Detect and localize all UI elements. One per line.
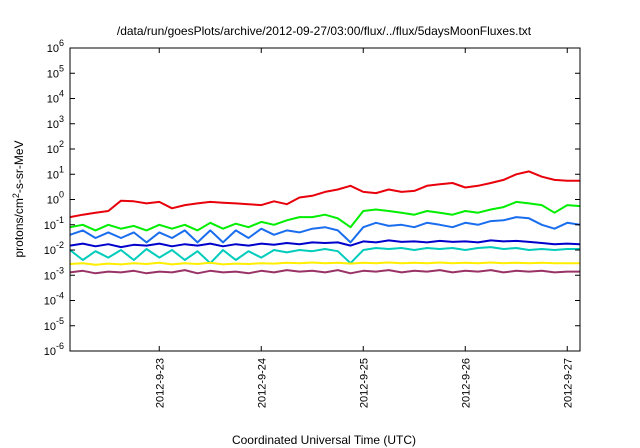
series-line-4 [69, 239, 581, 249]
y-tick-label: 10-2 [44, 240, 64, 257]
series-line-6 [69, 261, 580, 266]
y-tick-label: 10-6 [44, 341, 64, 358]
chart-title: /data/run/goesPlots/archive/2012-09-27/0… [117, 24, 532, 38]
y-tick-label: 10-4 [44, 291, 64, 308]
series-line-5 [69, 246, 580, 265]
y-tick-label: 10-1 [44, 215, 64, 232]
y-tick-label: 104 [47, 89, 64, 106]
y-tick-label: 102 [47, 139, 64, 156]
series-line-1 [69, 170, 580, 219]
x-tick-label: 2012-9-27 [562, 358, 574, 408]
y-tick-label: 105 [47, 63, 64, 80]
y-axis-label-text: protons/cm [12, 198, 26, 257]
series-line-3 [69, 216, 581, 244]
x-tick-label: 2012-9-25 [358, 358, 370, 408]
y-axis-label: protons/cm2-s-sr-MeV [11, 140, 26, 257]
y-tick-label: 100 [47, 190, 64, 207]
x-tick-label: 2012-9-26 [460, 358, 472, 408]
y-tick-label: 106 [47, 38, 64, 55]
x-tick-label: 2012-9-23 [154, 358, 166, 408]
y-tick-label: 10-5 [44, 316, 64, 333]
y-tick-label: 101 [47, 164, 64, 181]
x-tick-label: 2012-9-24 [256, 358, 268, 408]
series-line-2 [69, 200, 581, 232]
plot-frame [69, 47, 581, 352]
y-tick-label: 103 [47, 114, 64, 131]
y-axis-label-text-rest: -s-sr-MeV [12, 140, 26, 193]
x-axis-label: Coordinated Universal Time (UTC) [232, 433, 416, 447]
series-layer [69, 170, 581, 275]
series-line-7 [69, 269, 580, 275]
x-axis: 2012-9-23 2012-9-24 2012-9-25 2012-9-26 2012… [154, 48, 574, 408]
y-axis-label-superscript: 2 [11, 193, 21, 198]
y-tick-label: 10-3 [44, 265, 64, 282]
y-axis: 10-6 10-5 10-4 10-3 10-2 10-1 100 101 102 103 104 1… [44, 38, 580, 358]
